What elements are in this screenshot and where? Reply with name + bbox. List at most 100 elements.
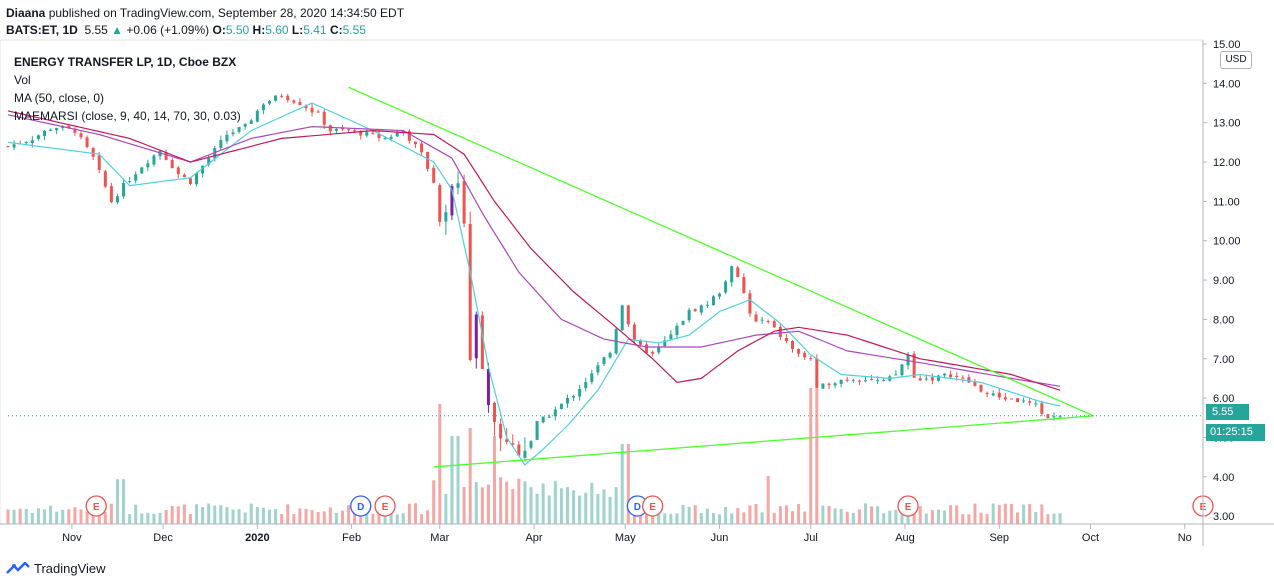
footer-branding[interactable]: TradingView — [6, 561, 106, 576]
candle-body — [590, 373, 594, 382]
candle-body — [833, 383, 837, 386]
open-value: 5.50 — [225, 23, 250, 37]
volume-bar — [918, 506, 922, 524]
change-arrow-icon: ▲ — [111, 23, 124, 37]
volume-bar — [146, 512, 150, 524]
event-label: E — [93, 502, 100, 513]
volume-bar — [924, 513, 928, 524]
x-tick-label: 2020 — [245, 532, 269, 544]
publish-line: Diaana published on TradingView.com, Sep… — [6, 6, 404, 20]
volume-bar — [870, 506, 874, 524]
volume-bar — [638, 513, 642, 524]
currency-button[interactable]: USD — [1220, 51, 1252, 69]
legend-ma[interactable]: MA (50, close, 0) — [14, 91, 105, 105]
x-tick-label: Mar — [430, 532, 449, 544]
volume-bar — [675, 513, 679, 524]
axes: 3.004.005.006.007.008.009.0010.0011.0012… — [0, 39, 1274, 546]
trendline-upper — [348, 86, 1094, 417]
volume-bar — [553, 481, 557, 524]
volume-bar — [334, 512, 338, 524]
close-value: 5.55 — [342, 23, 366, 37]
volume-bar — [797, 504, 801, 524]
candle-body — [961, 377, 965, 379]
candle-body — [547, 416, 551, 418]
legend-vol[interactable]: Vol — [14, 73, 31, 87]
candle-body — [36, 135, 40, 139]
candle-body — [511, 443, 515, 445]
volume-bar — [115, 479, 119, 524]
candle-body — [140, 167, 144, 174]
y-tick-label: 4.00 — [1213, 472, 1234, 484]
y-tick-label: 10.00 — [1213, 236, 1241, 248]
volume-bar — [103, 511, 107, 524]
event-markers: EDEDEEE — [85, 495, 1214, 517]
volume-bar — [876, 506, 880, 524]
candle-body — [718, 293, 722, 297]
candle-body — [195, 173, 199, 185]
volume-bar — [286, 504, 290, 524]
candle-body — [602, 357, 606, 364]
candle-body — [493, 402, 497, 423]
volume-bar — [778, 506, 782, 524]
legend-maemarsi[interactable]: MAEMARSI (close, 9, 40, 14, 70, 30, 0.03… — [14, 109, 241, 123]
event-marker: E — [85, 495, 107, 517]
volume-bar — [213, 505, 217, 524]
volume-bar — [748, 505, 752, 524]
volume-bar — [839, 508, 843, 524]
volume-bar — [207, 503, 211, 524]
volume-bar — [815, 388, 819, 524]
volume-bar — [231, 509, 235, 524]
last-price-tag: 5.55 — [1206, 404, 1249, 420]
volume-bar — [669, 513, 673, 524]
candle-body — [651, 351, 655, 354]
candle-body — [638, 340, 642, 345]
candlestick-series — [6, 93, 1062, 462]
candle-body — [322, 111, 326, 125]
candle-body — [803, 352, 807, 358]
candle-body — [584, 382, 588, 389]
volume-bar — [73, 507, 77, 524]
candle-body — [499, 423, 503, 439]
volume-bar — [122, 479, 126, 524]
candle-body — [462, 181, 466, 224]
candle-body — [924, 378, 928, 380]
event-marker: E — [374, 495, 396, 517]
candle-body — [365, 132, 369, 136]
symbol-label: BATS:ET, 1D — [6, 23, 78, 37]
volume-bar — [967, 514, 971, 524]
volume-bar — [6, 509, 10, 524]
candle-body — [541, 416, 545, 423]
volume-bar — [699, 513, 703, 524]
candle-body — [292, 100, 296, 103]
published-text: published on TradingView.com, September … — [48, 6, 405, 20]
candle-body — [839, 379, 843, 384]
volume-bar — [602, 489, 606, 524]
candle-body — [122, 182, 126, 197]
x-tick-label: Jun — [711, 532, 729, 544]
volume-bar — [821, 505, 825, 524]
x-tick-label: Apr — [525, 532, 542, 544]
candle-body — [827, 383, 831, 385]
candle-body — [863, 380, 867, 382]
candle-body — [371, 132, 375, 134]
candle-body — [523, 450, 527, 458]
candle-body — [225, 134, 229, 142]
volume-bar — [803, 511, 807, 524]
volume-bar — [176, 506, 180, 524]
volume-bar — [24, 508, 28, 524]
volume-bar — [42, 509, 46, 524]
candle-body — [1040, 403, 1044, 414]
candle-body — [736, 267, 740, 277]
x-tick-label: Dec — [153, 532, 173, 544]
candle-body — [42, 130, 46, 136]
volume-bar — [626, 444, 630, 524]
volume-bar — [347, 505, 351, 524]
candle-body — [73, 129, 77, 133]
volume-bar — [632, 512, 636, 524]
candle-body — [669, 334, 673, 340]
volume-bar — [310, 510, 314, 524]
volume-bar — [949, 505, 953, 524]
volume-bar — [985, 514, 989, 524]
candle-body — [1009, 398, 1013, 400]
